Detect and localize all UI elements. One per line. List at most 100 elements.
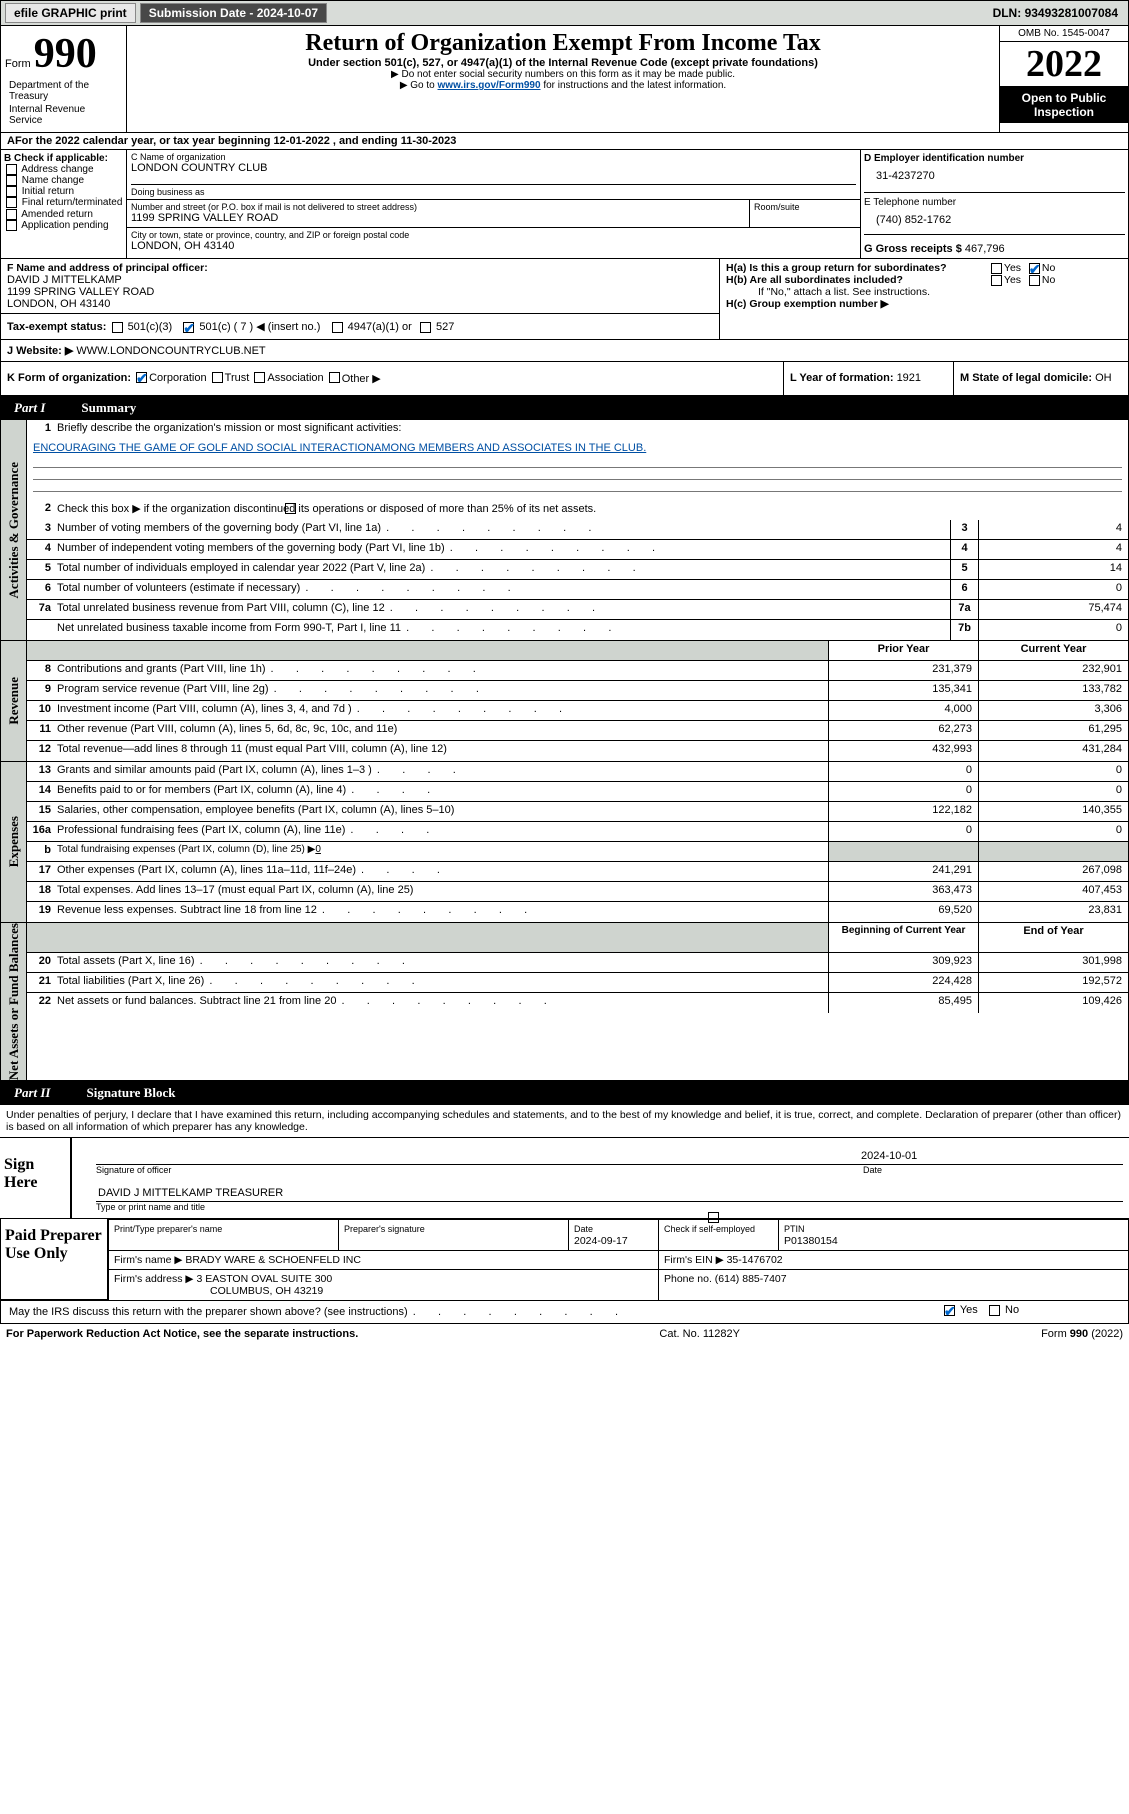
k-row: K Form of organization: Corporation Trus… — [0, 362, 1129, 396]
form-footer: Form 990 (2022) — [1041, 1328, 1123, 1340]
hdr-prior: Prior Year — [828, 641, 978, 660]
officer-name: DAVID J MITTELKAMP — [7, 274, 713, 286]
i-label: Tax-exempt status: — [0, 321, 106, 333]
discuss-row: May the IRS discuss this return with the… — [0, 1301, 1129, 1324]
chk-assoc[interactable] — [254, 372, 265, 383]
firm-addr-lbl: Firm's address ▶ — [114, 1273, 194, 1285]
chk-hb-no[interactable] — [1029, 275, 1040, 286]
chk-final-return[interactable] — [6, 197, 17, 208]
irs-link[interactable]: www.irs.gov/Form990 — [438, 80, 541, 91]
dln-label: DLN: — [993, 6, 1025, 20]
part-2-label: Part II — [6, 1083, 74, 1103]
chk-name-change[interactable] — [6, 175, 17, 186]
hdr-current: Current Year — [978, 641, 1128, 660]
form-number: 990 — [34, 31, 97, 77]
sign-here-label: Sign Here — [0, 1138, 70, 1218]
org-street: 1199 SPRING VALLEY ROAD — [131, 212, 745, 224]
v6: 0 — [978, 580, 1128, 599]
hdr-eoy: End of Year — [978, 923, 1128, 952]
penalty-text: Under penalties of perjury, I declare th… — [0, 1105, 1129, 1137]
l5: Total number of individuals employed in … — [55, 560, 950, 579]
firm-name-lbl: Firm's name ▶ — [114, 1254, 182, 1266]
c15: 140,355 — [978, 802, 1128, 821]
l4: Number of independent voting members of … — [55, 540, 950, 559]
f-header: F Name and address of principal officer: — [7, 262, 713, 274]
k-corp: Corporation — [149, 372, 206, 385]
opt-final: Final return/terminated — [22, 198, 123, 209]
p12: 432,993 — [828, 741, 978, 761]
v4: 4 — [978, 540, 1128, 559]
part-1-header: Part I Summary — [0, 396, 1129, 420]
i-o3: 4947(a)(1) or — [348, 321, 412, 333]
c12: 431,284 — [978, 741, 1128, 761]
footer: For Paperwork Reduction Act Notice, see … — [0, 1324, 1129, 1344]
m-val: OH — [1095, 372, 1112, 384]
mission-text[interactable]: ENCOURAGING THE GAME OF GOLF AND SOCIAL … — [27, 440, 1128, 456]
pra-notice: For Paperwork Reduction Act Notice, see … — [6, 1328, 358, 1340]
part-2-header: Part II Signature Block — [0, 1081, 1129, 1105]
chk-501c[interactable] — [183, 322, 194, 333]
website-value: WWW.LONDONCOUNTRYCLUB.NET — [76, 345, 265, 357]
chk-4947[interactable] — [332, 322, 343, 333]
l-val: 1921 — [897, 372, 921, 384]
chk-l2[interactable] — [285, 503, 296, 514]
l22: Net assets or fund balances. Subtract li… — [55, 993, 828, 1013]
v5: 14 — [978, 560, 1128, 579]
subdate-value: 2024-10-07 — [257, 6, 318, 20]
chk-ha-no[interactable] — [1029, 263, 1040, 274]
chk-self-employed[interactable] — [708, 1212, 719, 1223]
hb-note: If "No," attach a list. See instructions… — [726, 286, 1122, 298]
goto-post: for instructions and the latest informat… — [543, 80, 726, 91]
chk-527[interactable] — [420, 322, 431, 333]
chk-501c3[interactable] — [112, 322, 123, 333]
chk-amended[interactable] — [6, 209, 17, 220]
ha-yes: Yes — [1004, 262, 1021, 274]
hb-no: No — [1042, 274, 1055, 286]
goto-pre: ▶ Go to — [400, 80, 438, 91]
firm-phone: (614) 885-7407 — [715, 1273, 787, 1285]
b21: 224,428 — [828, 973, 978, 992]
chk-corp[interactable] — [136, 372, 147, 383]
date-label: Date — [863, 1165, 1123, 1175]
p18: 363,473 — [828, 882, 978, 901]
e20: 301,998 — [978, 953, 1128, 972]
efile-button[interactable]: efile GRAPHIC print — [5, 3, 136, 23]
firm-phone-lbl: Phone no. — [664, 1273, 715, 1285]
sign-date: 2024-10-01 — [861, 1150, 1121, 1162]
part-1-label: Part I — [6, 398, 69, 418]
chk-discuss-yes[interactable] — [944, 1305, 955, 1316]
l12: Total revenue—add lines 8 through 11 (mu… — [55, 741, 828, 761]
i-o1: 501(c)(3) — [128, 321, 173, 333]
tab-exp-text: Expenses — [6, 816, 22, 867]
chk-app-pending[interactable] — [6, 220, 17, 231]
chk-trust[interactable] — [212, 372, 223, 383]
chk-other[interactable] — [329, 372, 340, 383]
p15: 122,182 — [828, 802, 978, 821]
p14: 0 — [828, 782, 978, 801]
org-city: LONDON, OH 43140 — [131, 240, 856, 252]
opt-name: Name change — [22, 175, 84, 186]
prep-sig-lbl: Preparer's signature — [344, 1224, 425, 1234]
col-b: B Check if applicable: Address change Na… — [1, 150, 127, 258]
tab-rev-text: Revenue — [6, 677, 22, 725]
chk-ha-yes[interactable] — [991, 263, 1002, 274]
l3: Number of voting members of the governin… — [55, 520, 950, 539]
l1-text: Briefly describe the organization's miss… — [55, 420, 1128, 440]
preparer-block: Paid Preparer Use Only Print/Type prepar… — [0, 1219, 1129, 1301]
ptin-lbl: PTIN — [784, 1224, 805, 1234]
chk-hb-yes[interactable] — [991, 275, 1002, 286]
l2-inner: Check this box ▶ if the organization dis… — [57, 503, 596, 515]
form-subtitle: Under section 501(c), 527, or 4947(a)(1)… — [133, 57, 993, 69]
sign-here-block: Sign Here 2024-10-01 Signature of office… — [0, 1137, 1129, 1219]
j-label: J Website: ▶ — [7, 345, 73, 357]
l20: Total assets (Part X, line 16) — [55, 953, 828, 972]
prep-date-lbl: Date — [574, 1224, 593, 1234]
chk-discuss-no[interactable] — [989, 1305, 1000, 1316]
chk-initial-return[interactable] — [6, 186, 17, 197]
city-label: City or town, state or province, country… — [131, 230, 856, 240]
v7a: 75,474 — [978, 600, 1128, 619]
firm-ein: 35-1476702 — [727, 1254, 783, 1266]
chk-address-change[interactable] — [6, 164, 17, 175]
c19: 23,831 — [978, 902, 1128, 922]
e21: 192,572 — [978, 973, 1128, 992]
